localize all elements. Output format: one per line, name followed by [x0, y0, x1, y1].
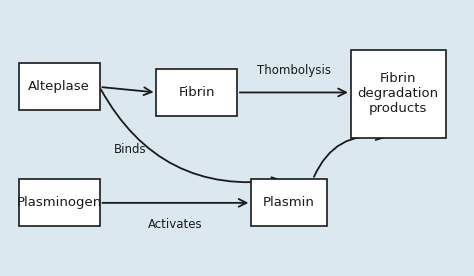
- Text: Plasmin: Plasmin: [263, 196, 315, 209]
- Text: Binds: Binds: [114, 142, 146, 156]
- FancyBboxPatch shape: [19, 63, 100, 110]
- Text: Fibrin: Fibrin: [178, 86, 215, 99]
- Text: Activates: Activates: [148, 218, 203, 231]
- FancyBboxPatch shape: [351, 50, 446, 138]
- FancyBboxPatch shape: [156, 69, 237, 116]
- Text: Fibrin
degradation
products: Fibrin degradation products: [357, 72, 439, 115]
- Text: Plasminogen: Plasminogen: [17, 196, 102, 209]
- FancyBboxPatch shape: [19, 179, 100, 226]
- Text: Alteplase: Alteplase: [28, 80, 90, 94]
- FancyBboxPatch shape: [251, 179, 327, 226]
- Text: Thombolysis: Thombolysis: [257, 64, 331, 77]
